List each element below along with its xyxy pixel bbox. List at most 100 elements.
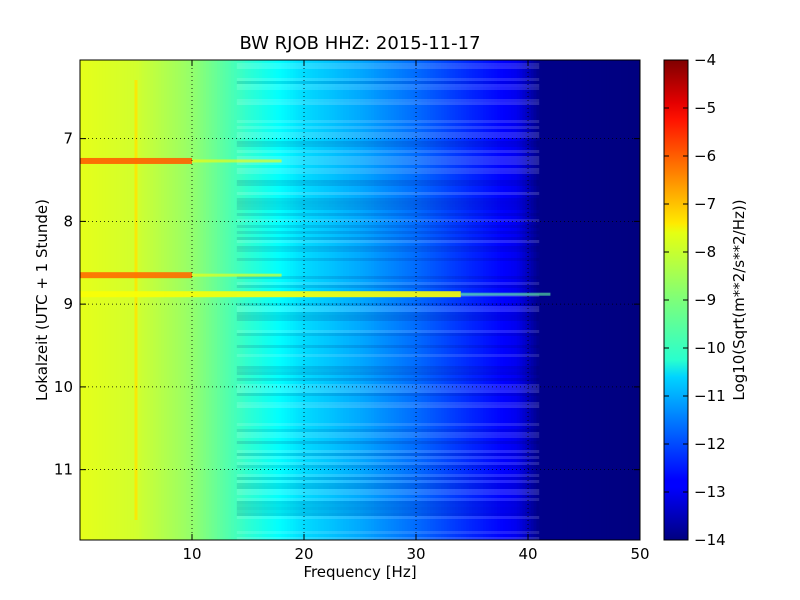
- heatmap-band: [248, 60, 252, 540]
- heatmap-band: [553, 60, 557, 540]
- heatmap-band: [480, 60, 484, 540]
- heatmap-band: [136, 60, 140, 540]
- heatmap-band: [110, 60, 115, 540]
- heatmap-row: [236, 84, 540, 87]
- heatmap-band: [502, 60, 507, 540]
- heatmap-band: [396, 60, 400, 540]
- heatmap-band: [460, 60, 465, 540]
- heatmap-band: [192, 60, 196, 540]
- heatmap-row: [236, 246, 540, 249]
- heatmap-band: [334, 60, 339, 540]
- heatmap-band: [609, 60, 613, 540]
- heatmap-band: [102, 60, 106, 540]
- heatmap-band: [82, 60, 87, 540]
- heatmap-band: [463, 60, 467, 540]
- heatmap-band: [575, 60, 579, 540]
- heatmap-row: [236, 345, 540, 348]
- heatmap-row: [236, 87, 540, 90]
- heatmap-band: [180, 60, 185, 540]
- heatmap-row: [236, 441, 540, 444]
- y-tick-label: 11: [54, 461, 73, 479]
- heatmap-band: [152, 60, 157, 540]
- feature-event-tail: [460, 292, 551, 296]
- heatmap-band: [267, 60, 271, 540]
- heatmap-band: [472, 60, 476, 540]
- heatmap-band: [620, 60, 624, 540]
- heatmap-band: [343, 60, 347, 540]
- heatmap-band: [225, 60, 229, 540]
- heatmap-band: [413, 60, 417, 540]
- colorbar-tick-label: −4: [694, 51, 716, 69]
- heatmap-band: [351, 60, 355, 540]
- heatmap-band: [348, 60, 353, 540]
- plot-frame: [79, 59, 641, 541]
- heatmap-band: [164, 60, 168, 540]
- heatmap-band: [432, 60, 437, 540]
- x-tick-label: 50: [630, 545, 649, 563]
- heatmap-band: [292, 60, 297, 540]
- heatmap-row: [236, 309, 540, 312]
- x-tick-label: 40: [518, 545, 537, 563]
- heatmap-band: [239, 60, 243, 540]
- heatmap-band: [371, 60, 375, 540]
- feature-event-tail: [192, 159, 282, 163]
- heatmap-band: [390, 60, 395, 540]
- colorbar-tick-label: −14: [694, 531, 726, 549]
- heatmap-band: [270, 60, 274, 540]
- heatmap-band: [628, 60, 633, 540]
- heatmap-rows: [236, 63, 540, 540]
- heatmap-row: [236, 462, 540, 465]
- heatmap-band: [382, 60, 386, 540]
- heatmap-band: [567, 60, 571, 540]
- heatmap-band: [511, 60, 515, 540]
- heatmap-band: [404, 60, 409, 540]
- heatmap-row: [236, 531, 540, 534]
- heatmap-band: [194, 60, 199, 540]
- heatmap-row: [236, 492, 540, 495]
- heatmap-row: [236, 285, 540, 288]
- heatmap-band: [108, 60, 112, 540]
- heatmap-band: [430, 60, 434, 540]
- heatmap-band: [399, 60, 403, 540]
- heatmap-row: [236, 135, 540, 138]
- heatmap-row: [236, 366, 540, 369]
- heatmap-band: [486, 60, 490, 540]
- heatmap-band: [80, 60, 84, 540]
- heatmap-band: [505, 60, 509, 540]
- heatmap-band: [301, 60, 305, 540]
- x-axis-ticks: 10 20 30 40 50: [182, 60, 650, 563]
- heatmap-row: [236, 387, 540, 390]
- y-tick-label: 9: [63, 295, 73, 313]
- heatmap-row: [236, 225, 540, 228]
- x-tick-label: 10: [182, 545, 201, 563]
- heatmap-row: [236, 144, 540, 147]
- heatmap-band: [438, 60, 442, 540]
- heatmap-band: [323, 60, 327, 540]
- heatmap-band: [441, 60, 445, 540]
- heatmap-band: [402, 60, 406, 540]
- colorbar-tick-label: −10: [694, 339, 726, 357]
- heatmap-row: [236, 141, 540, 144]
- heatmap-row: [236, 81, 540, 84]
- heatmap-row: [236, 99, 540, 102]
- heatmap-band: [287, 60, 291, 540]
- heatmap-band: [600, 60, 605, 540]
- heatmap-band: [138, 60, 143, 540]
- heatmap-row: [236, 516, 540, 519]
- heatmap-band: [346, 60, 350, 540]
- colorbar-ticks: −4 −5 −6 −7 −8 −9 −10 −11 −12 −13 −14: [664, 51, 726, 549]
- heatmap-row: [236, 102, 540, 105]
- heatmap-row: [236, 240, 540, 243]
- heatmap-row: [236, 354, 540, 357]
- heatmap-band: [264, 60, 269, 540]
- heatmap-band: [606, 60, 610, 540]
- heatmap-band: [491, 60, 495, 540]
- heatmap-band: [598, 60, 602, 540]
- heatmap-band: [469, 60, 473, 540]
- heatmap-band: [626, 60, 630, 540]
- plot-area: [80, 60, 640, 540]
- heatmap-band: [315, 60, 319, 540]
- heatmap-band: [508, 60, 512, 540]
- heatmap-band: [178, 60, 182, 540]
- feature-line: [134, 80, 138, 520]
